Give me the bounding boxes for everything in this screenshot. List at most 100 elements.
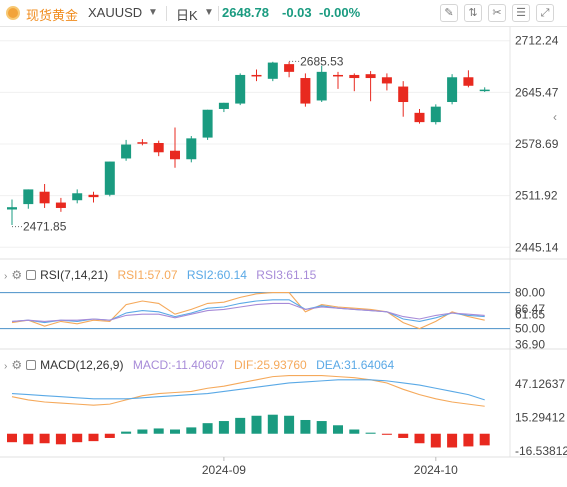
rsi3-legend: RSI3:61.15 bbox=[256, 268, 317, 282]
candle-body bbox=[186, 138, 197, 160]
settings-gear-icon[interactable]: ⚙ bbox=[11, 358, 23, 372]
macd-tick-label: 15.29412 bbox=[515, 411, 565, 425]
candle-body bbox=[55, 202, 66, 208]
price-annotation: 2685.53 bbox=[300, 54, 344, 68]
candle-body bbox=[170, 150, 180, 160]
macd-bar bbox=[447, 433, 458, 448]
macd-bar bbox=[72, 433, 83, 443]
indicator-box-icon[interactable] bbox=[26, 270, 37, 280]
macd-bar bbox=[23, 433, 34, 445]
rsi-series-line bbox=[11, 292, 485, 330]
candle-body bbox=[7, 207, 17, 210]
rsi1-legend: RSI1:57.07 bbox=[117, 268, 178, 282]
macd-bar bbox=[414, 433, 425, 444]
y-tick-label: 2712.24 bbox=[515, 34, 559, 48]
chevron-down-icon[interactable]: ▼ bbox=[204, 7, 214, 18]
macd-bar bbox=[7, 433, 17, 443]
collapse-panel-icon[interactable]: ‹ bbox=[553, 110, 557, 124]
period-selector[interactable]: 日K bbox=[176, 8, 198, 23]
symbol-selector[interactable]: XAUUSD bbox=[88, 5, 143, 20]
y-tick-label: 2645.47 bbox=[515, 85, 559, 99]
candle-body bbox=[218, 102, 229, 109]
macd-bar bbox=[104, 433, 115, 438]
rsi-tick-label: 80.00 bbox=[515, 286, 545, 300]
macd-bar bbox=[316, 421, 327, 434]
collapse-chevron-icon[interactable]: › bbox=[4, 361, 8, 372]
toolbar: 现货黄金 XAUUSD ▼ 日K ▼ 2648.78 -0.03 -0.00% … bbox=[0, 0, 567, 27]
compare-icon[interactable]: ⇅ bbox=[464, 4, 482, 22]
rsi-tick-label: 50.00 bbox=[515, 322, 545, 336]
macd-bar bbox=[153, 428, 164, 434]
macd-bar bbox=[333, 425, 343, 434]
macd-title: MACD(12,26,9) bbox=[40, 358, 124, 372]
y-tick-label: 2511.92 bbox=[515, 189, 558, 203]
instrument-name[interactable]: 现货黄金 bbox=[26, 8, 79, 23]
candle-body bbox=[88, 194, 99, 198]
macd-bar bbox=[88, 433, 99, 442]
price-change: -0.03 bbox=[282, 5, 312, 20]
candle-body bbox=[39, 191, 50, 204]
macd-bar bbox=[137, 429, 148, 434]
macd-bar bbox=[186, 427, 197, 434]
candle-body bbox=[153, 143, 164, 153]
macd-bar bbox=[365, 432, 376, 434]
x-tick-label: 2024-10 bbox=[414, 463, 458, 477]
candle-body bbox=[235, 74, 246, 104]
candle-body bbox=[463, 77, 474, 86]
candle-body bbox=[447, 77, 458, 103]
candle-body bbox=[365, 74, 376, 79]
candle-body bbox=[121, 144, 132, 159]
macd-bar bbox=[479, 433, 490, 446]
candle-body bbox=[202, 109, 213, 138]
settings-icon[interactable]: ☰ bbox=[512, 4, 530, 22]
chart-area[interactable]: 2685.53 2471.85 2712.24 2645.47 2578.69 2511… bbox=[0, 27, 567, 487]
macd-bar bbox=[202, 423, 213, 434]
candle-body bbox=[398, 86, 409, 103]
candle-body bbox=[300, 78, 311, 104]
settings-gear-icon[interactable]: ⚙ bbox=[11, 268, 23, 282]
indicator-box-icon[interactable] bbox=[26, 360, 37, 370]
candle-body bbox=[72, 193, 83, 201]
collapse-chevron-icon[interactable]: › bbox=[4, 271, 8, 282]
y-tick-label: 2445.14 bbox=[515, 240, 559, 254]
macd-series-line bbox=[11, 375, 485, 407]
rsi-tick-label: 66.47 bbox=[515, 302, 545, 316]
candle-body bbox=[104, 161, 115, 195]
candle-body bbox=[137, 142, 148, 144]
x-tick-label: 2024-09 bbox=[202, 463, 246, 477]
macd-bar bbox=[300, 419, 311, 434]
rsi-title: RSI(7,14,21) bbox=[40, 268, 109, 282]
macd-bar bbox=[170, 429, 180, 434]
rsi-series-line bbox=[11, 302, 485, 322]
macd-header: › ⚙ MACD(12,26,9) MACD:-11.40607 DIF:25.93… bbox=[4, 358, 394, 372]
macd-bar bbox=[55, 433, 66, 445]
macd-tick-label: 47.12637 bbox=[515, 377, 565, 391]
rsi2-legend: RSI2:60.14 bbox=[186, 268, 247, 282]
rsi-series-line bbox=[11, 299, 485, 324]
dea-legend: DEA:31.64064 bbox=[316, 358, 395, 372]
candle-body bbox=[479, 89, 490, 92]
macd-tick-label: -16.53812 bbox=[515, 444, 567, 458]
indicator-icon[interactable]: ✂ bbox=[488, 4, 506, 22]
candle-body bbox=[316, 71, 327, 101]
gold-coin-icon bbox=[6, 6, 20, 20]
macd-bar bbox=[349, 429, 360, 434]
macd-bar bbox=[463, 433, 474, 447]
draw-tool-icon[interactable]: ✎ bbox=[440, 4, 458, 22]
macd-bar bbox=[381, 433, 392, 435]
macd-bar bbox=[284, 415, 295, 434]
candle-body bbox=[23, 189, 34, 205]
candle-body bbox=[349, 74, 360, 79]
macd-bar bbox=[235, 417, 246, 434]
dif-legend: DIF:25.93760 bbox=[234, 358, 307, 372]
macd-bar bbox=[430, 433, 441, 448]
rsi-header: › ⚙ RSI(7,14,21) RSI1:57.07 RSI2:60.14 RSI… bbox=[4, 268, 316, 282]
divider bbox=[218, 6, 219, 21]
candle-body bbox=[333, 74, 343, 77]
last-price: 2648.78 bbox=[222, 5, 269, 20]
fullscreen-icon[interactable]: ⤢ bbox=[536, 4, 554, 22]
chevron-down-icon[interactable]: ▼ bbox=[148, 7, 158, 18]
candle-body bbox=[414, 112, 425, 123]
macd-bar bbox=[121, 431, 132, 434]
macd-series-line bbox=[11, 379, 485, 401]
